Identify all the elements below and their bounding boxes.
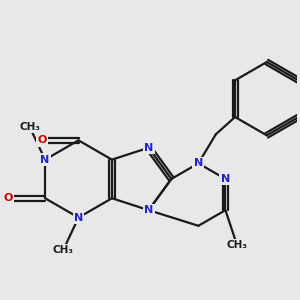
Text: N: N [194,158,203,168]
Text: CH₃: CH₃ [19,122,40,132]
Text: N: N [74,213,83,223]
Text: CH₃: CH₃ [52,245,74,255]
Text: N: N [221,174,230,184]
Text: CH₃: CH₃ [226,240,248,250]
Text: N: N [40,155,50,165]
Text: O: O [4,193,13,203]
Text: O: O [37,135,46,145]
Text: N: N [144,143,153,153]
Text: N: N [144,205,153,215]
